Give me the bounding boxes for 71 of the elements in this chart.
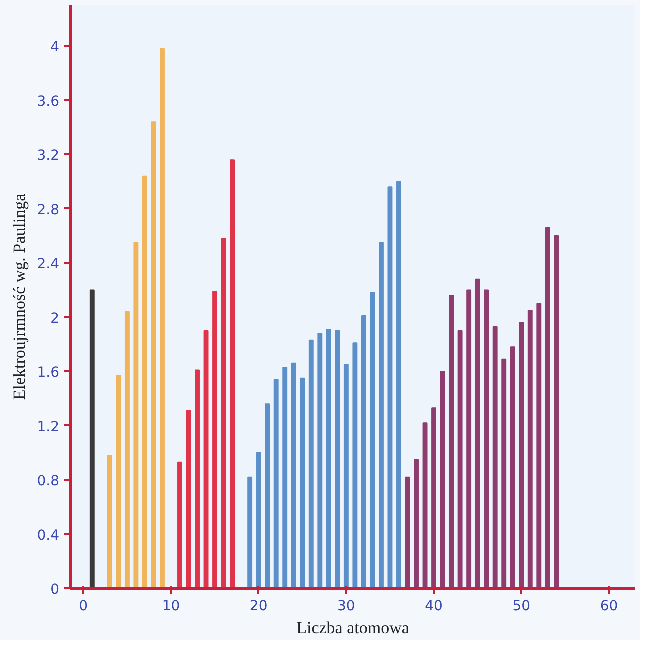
bar [90, 290, 95, 588]
bar [484, 290, 490, 588]
bar [405, 476, 410, 588]
bar [308, 340, 314, 588]
bar [124, 311, 130, 588]
bar [545, 227, 550, 588]
bar [300, 378, 306, 588]
bar [230, 160, 236, 588]
y-tick-label: 3.2 [37, 148, 60, 164]
bar [361, 315, 366, 588]
bar [510, 346, 516, 588]
bar [134, 242, 139, 588]
y-tick-label: 0 [50, 582, 60, 598]
y-tick-label: 1.2 [37, 419, 60, 436]
bar [318, 333, 323, 588]
bar [449, 295, 454, 588]
y-tick-label: 1.6 [37, 365, 60, 382]
bar [256, 452, 262, 588]
bar [344, 364, 349, 588]
bar [492, 326, 498, 588]
y-tick-label: 4 [50, 40, 60, 56]
bar [178, 462, 182, 588]
x-tick-label: 40 [425, 598, 443, 614]
bar [352, 342, 358, 588]
bar [528, 310, 533, 588]
bar [221, 238, 226, 588]
bar [396, 181, 402, 588]
bar [466, 290, 472, 588]
bar [370, 292, 376, 588]
bar [388, 186, 393, 588]
bar [195, 370, 200, 588]
y-tick-label: 2.8 [37, 202, 60, 218]
x-tick-label: 30 [338, 598, 356, 614]
bar [151, 122, 156, 588]
bar [142, 176, 148, 588]
bar [274, 379, 279, 588]
bar [335, 330, 340, 588]
y-tick-label: 3.6 [37, 94, 60, 110]
y-tick-label: 2.4 [37, 256, 60, 273]
x-tick-label: 60 [600, 598, 618, 614]
bar [107, 455, 112, 588]
bar [116, 375, 122, 588]
bar [212, 291, 218, 588]
y-tick-label: 0.4 [37, 528, 60, 544]
bar [379, 242, 384, 588]
bar [248, 476, 253, 588]
x-axis-title: Liczba atomowa [296, 618, 410, 638]
x-tick-label: 0 [79, 598, 88, 614]
bar [502, 358, 507, 588]
bar [160, 48, 165, 588]
bar [475, 278, 480, 588]
bar [440, 371, 446, 588]
bar [422, 422, 428, 588]
bar [204, 330, 209, 588]
bar [536, 303, 542, 588]
y-axis-title: Elektroujrmność wg. Paulinga [10, 193, 30, 400]
bar [432, 408, 436, 588]
bar [519, 322, 524, 588]
bar [265, 404, 270, 588]
bar [414, 459, 419, 588]
bar [186, 410, 192, 588]
bar [291, 362, 296, 588]
x-tick-label: 20 [250, 598, 268, 614]
bar [282, 367, 288, 588]
y-tick-label: 0.8 [37, 474, 60, 490]
bar [458, 330, 463, 588]
y-tick-label: 2 [50, 310, 60, 327]
bar [554, 235, 560, 588]
x-tick-label: 50 [512, 598, 531, 614]
bar [326, 329, 332, 588]
x-tick-label: 10 [162, 598, 180, 614]
